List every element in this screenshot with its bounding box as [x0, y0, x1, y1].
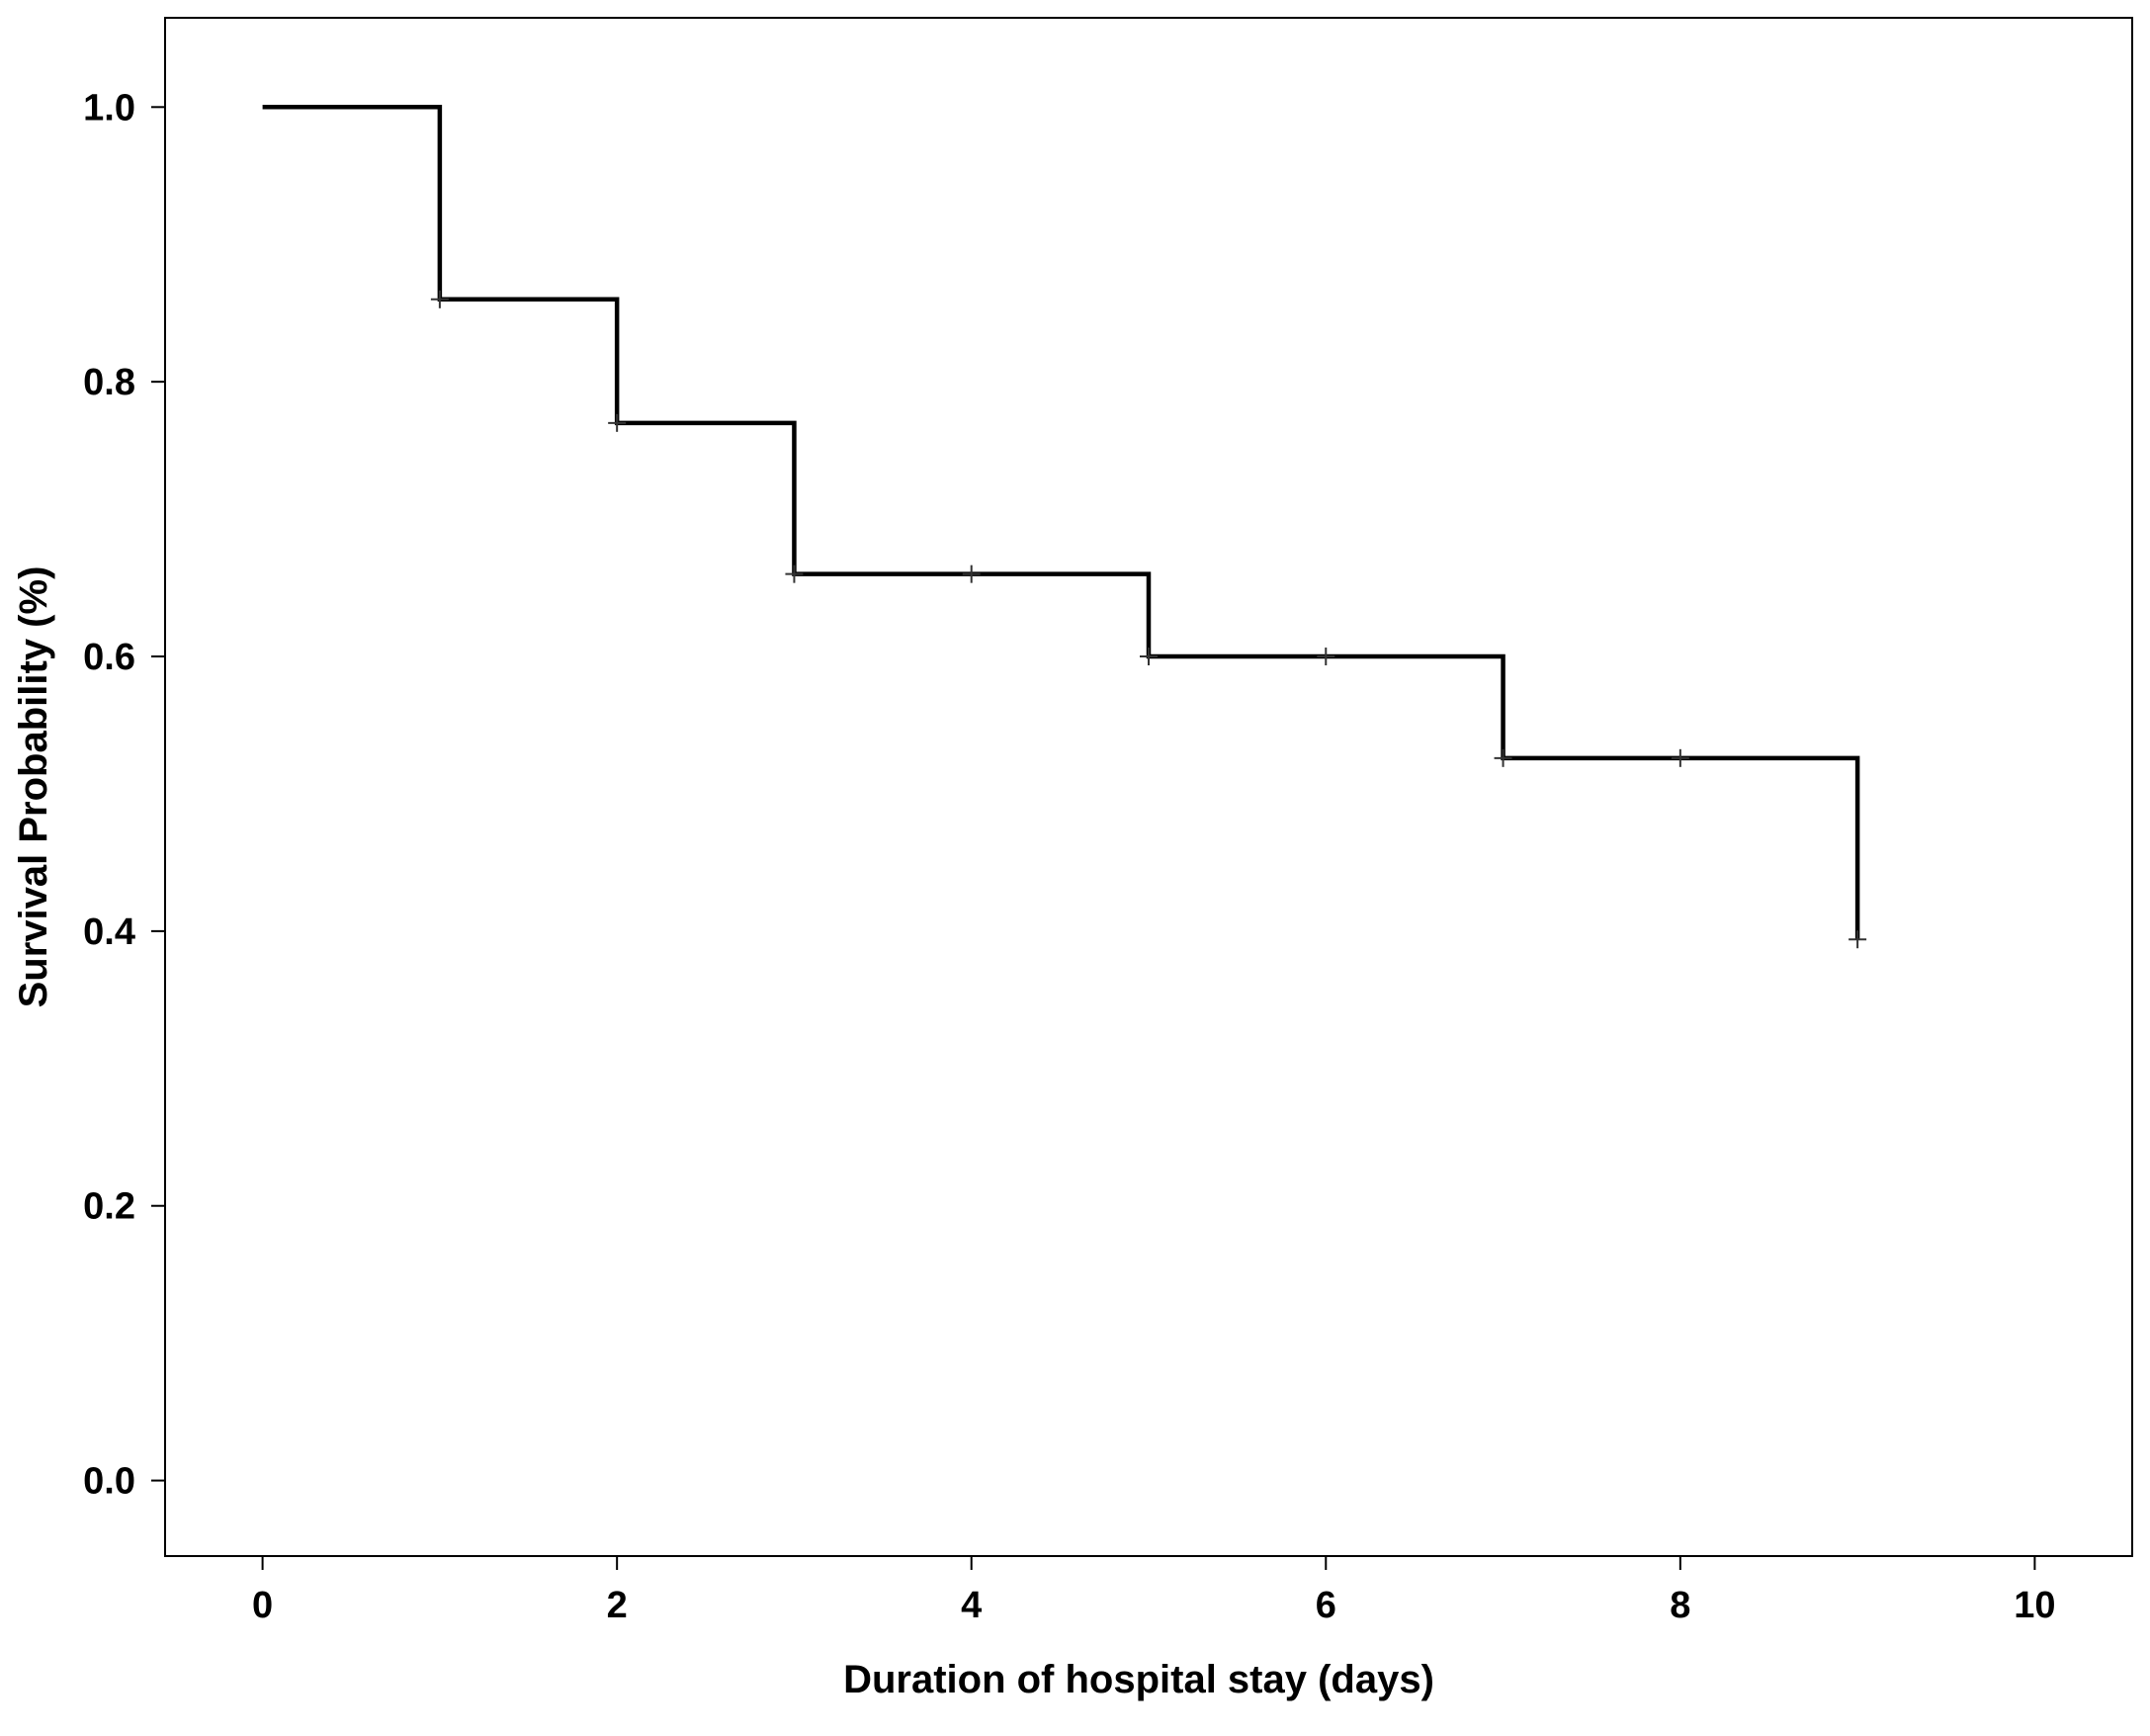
censor-mark [1140, 648, 1158, 666]
x-axis-title: Duration of hospital stay (days) [843, 1658, 1434, 1701]
x-tick-label: 0 [252, 1585, 273, 1626]
survival-step-line [262, 105, 1860, 940]
censor-mark [430, 290, 449, 308]
censor-mark [1849, 930, 1867, 949]
censor-mark [785, 564, 804, 583]
y-tick-label: 1.0 [83, 87, 135, 129]
x-tick-label: 6 [1316, 1585, 1336, 1626]
y-tick-label: 0.2 [83, 1186, 135, 1228]
censor-mark [1671, 748, 1689, 767]
y-tick-label: 0.8 [83, 362, 135, 403]
censor-mark [962, 564, 981, 583]
censor-marks [430, 290, 1867, 949]
x-tick-label: 10 [2014, 1585, 2055, 1626]
y-axis-ticks: 0.0 0.2 0.4 0.6 0.8 1.0 [83, 87, 165, 1503]
y-axis-title: Survival Probability (%) [12, 566, 55, 1008]
x-tick-label: 4 [961, 1585, 982, 1626]
censor-mark [608, 413, 627, 432]
x-tick-label: 2 [607, 1585, 628, 1626]
y-tick-label: 0.0 [83, 1461, 135, 1503]
censor-mark [1317, 648, 1335, 666]
y-tick-label: 0.6 [83, 637, 135, 678]
x-axis-ticks: 0 2 4 6 8 10 [252, 1556, 2056, 1626]
censor-mark [1494, 748, 1512, 767]
plot-frame [164, 17, 2133, 1557]
x-tick-label: 8 [1670, 1585, 1690, 1626]
y-tick-label: 0.4 [83, 911, 135, 953]
series-layer [262, 105, 1860, 940]
